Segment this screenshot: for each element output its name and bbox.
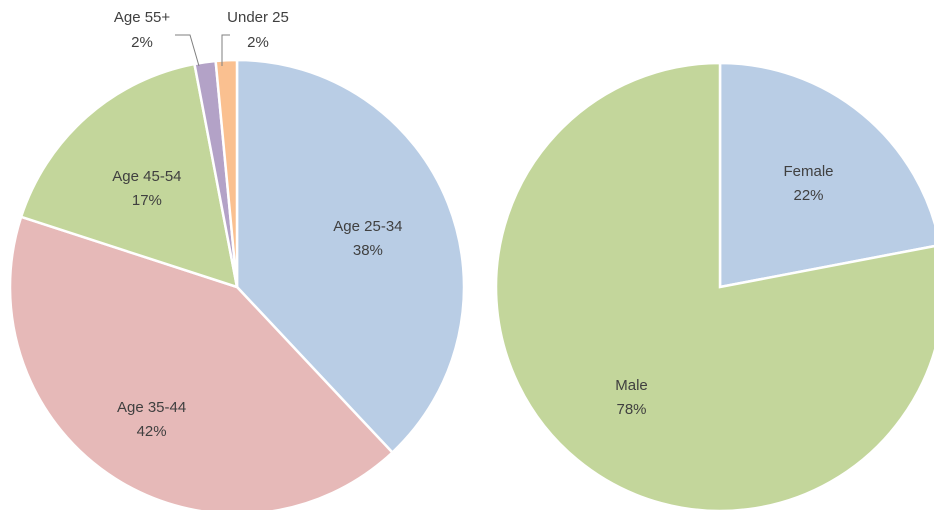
age-label-under-25-name: Under 25 [227,9,289,26]
age-leader-line-under-25 [221,34,230,66]
age-leader-line-age-55 [175,34,200,67]
gender-label-female-name: Female [783,163,833,180]
age-label-age-25-34-name: Age 25-34 [333,218,402,235]
age-label-age-55-name: Age 55+ [114,9,171,26]
age-slice-age-45-54 [19,62,239,289]
gender-slice-female [718,61,934,289]
age-label-age-35-44-value: 42% [137,423,167,440]
age-label-age-55-value: 2% [131,34,153,51]
gender-slice-male [494,61,934,510]
age-label-age-35-44-name: Age 35-44 [117,399,186,416]
gender-label-male-name: Male [615,377,648,394]
age-pie-chart: Age 25-34 38% Age 35-44 42% Age 45-54 17% Age … [8,9,466,510]
age-slice-age-35-44 [8,215,395,510]
age-label-age-45-54-name: Age 45-54 [112,168,181,185]
gender-label-male-value: 78% [616,401,646,418]
gender-label-female-value: 22% [793,187,823,204]
age-label-age-45-54-value: 17% [132,192,162,209]
age-label-age-25-34-value: 38% [353,242,383,259]
age-label-under-25-value: 2% [247,34,269,51]
gender-pie-chart: Female 22% Male 78% [494,61,934,510]
age-slice-age-25-34 [235,58,466,455]
age-slice-under-25 [214,58,239,288]
